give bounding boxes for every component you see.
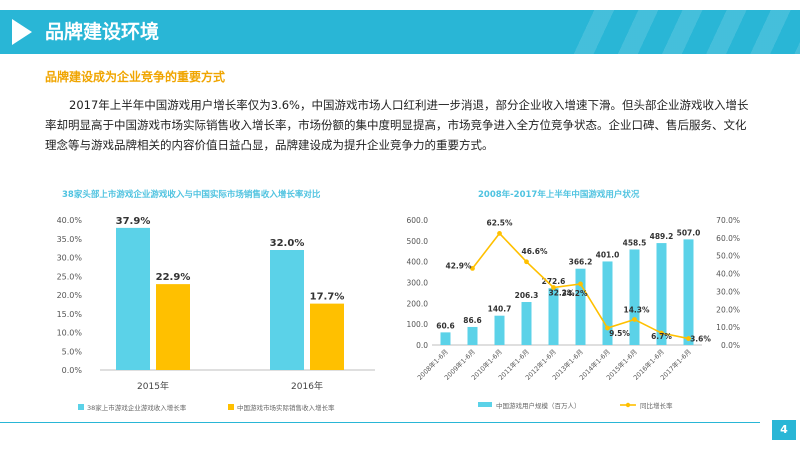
chart2-line-point xyxy=(551,285,556,290)
chart1-bar xyxy=(270,250,304,370)
page-title: 品牌建设环境 xyxy=(45,21,160,43)
footer-line xyxy=(0,422,760,423)
chart2-line-label: 34.2% xyxy=(561,289,588,298)
chart2-line-label: 62.5% xyxy=(486,218,513,227)
chart1-y-tick: 10.0% xyxy=(57,329,83,338)
chart2-bar-label: 206.3 xyxy=(515,291,539,300)
chart2-bar xyxy=(440,332,451,345)
chart2-bar xyxy=(521,302,532,345)
chart1-bar xyxy=(156,284,190,370)
chart2-y-right-tick: 30.0% xyxy=(716,287,740,296)
chart2-bar xyxy=(494,315,505,345)
chart2-line-point xyxy=(578,281,583,287)
chart2-bar xyxy=(602,261,613,345)
chart1-y-tick: 25.0% xyxy=(57,272,83,281)
chart1-bar xyxy=(116,227,150,370)
chevron-right-icon xyxy=(12,19,32,45)
chart2-y-right-tick: 0.0% xyxy=(721,341,740,350)
chart2-y-right-tick: 70.0% xyxy=(716,216,740,225)
chart1-legend-swatch xyxy=(78,404,84,410)
chart2-line-label: 32.2% xyxy=(548,289,575,298)
chart1: 0.0% 5.0% 10.0% 15.0% 20.0% 25.0% 30.0% 35.0% 40… xyxy=(57,216,375,412)
page-number: 4 xyxy=(772,420,796,440)
chart2-bar-label: 458.5 xyxy=(623,238,647,247)
chart1-data-label: 17.7% xyxy=(310,292,345,303)
chart2-bar-label: 401.0 xyxy=(596,250,620,259)
chart2-y-right-tick: 40.0% xyxy=(716,270,740,279)
chart2-bar-label: 60.6 xyxy=(436,321,455,330)
chart2-title: 2008年-2017年上半年中国游戏用户状况 xyxy=(478,190,640,200)
chart2-line-label: 14.3% xyxy=(623,305,650,314)
chart2-legend-label: 同比增长率 xyxy=(640,401,673,410)
chart2-bar-label: 489.2 xyxy=(650,232,674,241)
chart2-y-left-tick: 500.0 xyxy=(407,237,429,246)
chart1-y-tick: 40.0% xyxy=(57,216,83,225)
chart2-line-point xyxy=(659,330,664,336)
chart2-line-label: 46.6% xyxy=(521,247,548,256)
chart2-y-right-tick: 50.0% xyxy=(716,252,740,261)
chart2-y-right-tick: 20.0% xyxy=(716,305,740,314)
chart2-line-point xyxy=(605,325,610,331)
chart1-x-tick: 2016年 xyxy=(291,380,323,392)
chart1-title: 38家头部上市游戏企业游戏收入与中国实际市场销售收入增长率对比 xyxy=(62,190,321,200)
chart2-bar-label: 86.6 xyxy=(463,316,482,325)
section-title: 品牌建设成为企业竞争的重要方式 xyxy=(45,70,226,84)
chart2-bar xyxy=(683,239,694,345)
chart2-legend-swatch-bar xyxy=(478,402,492,407)
chart1-data-label: 37.9% xyxy=(116,216,151,227)
chart2-line-label: 3.6% xyxy=(690,335,711,344)
chart1-data-label: 22.9% xyxy=(156,272,191,283)
chart2-bar xyxy=(629,249,640,345)
chart2-bar xyxy=(656,243,667,345)
chart2: 0.0 100.0 200.0 300.0 400.0 500.0 600.0 0.0% 10.… xyxy=(407,216,740,410)
chart1-y-tick: 0.0% xyxy=(62,366,83,375)
chart1-data-label: 32.0% xyxy=(270,238,305,249)
chart2-bar xyxy=(548,288,559,345)
chart2-line-label: 9.5% xyxy=(609,329,630,338)
chart2-y-left-tick: 100.0 xyxy=(407,320,429,329)
chart1-y-tick: 15.0% xyxy=(57,310,83,319)
chart2-bar-label: 140.7 xyxy=(488,305,512,314)
header-bar: 品牌建设环境 xyxy=(0,10,800,54)
chart2-y-left-tick: 600.0 xyxy=(407,216,429,225)
chart2-y-left-tick: 400.0 xyxy=(407,258,429,267)
chart1-y-tick: 35.0% xyxy=(57,235,83,244)
chart1-legend-swatch xyxy=(228,404,234,410)
chart1-y-tick: 5.0% xyxy=(62,347,83,356)
body-paragraph: 2017年上半年中国游戏用户增长率仅为3.6%，中国游戏市场人口红利进一步消退，… xyxy=(45,98,749,152)
chart2-legend-label: 中国游戏用户规模（百万人） xyxy=(496,401,581,410)
chart2-line-point xyxy=(632,317,637,322)
chart1-y-tick: 30.0% xyxy=(57,254,83,263)
chart2-y-right-tick: 10.0% xyxy=(716,323,740,332)
chart2-line-point xyxy=(524,259,529,265)
chart2-y-left-tick: 200.0 xyxy=(407,299,429,308)
chart2-bar xyxy=(467,326,478,345)
chart1-legend-label: 38家上市游戏企业游戏收入增长率 xyxy=(87,403,187,412)
chart2-bar-label: 272.6 xyxy=(542,277,566,286)
chart2-line-point xyxy=(470,265,475,271)
chart2-y-left-tick: 300.0 xyxy=(407,279,429,288)
chart1-bar xyxy=(310,303,344,370)
chart2-y-left-tick: 0.0 xyxy=(416,341,428,350)
chart1-legend-label: 中国游戏市场实际销售收入增长率 xyxy=(237,403,335,412)
chart2-line-label: 42.9% xyxy=(445,261,472,270)
chart2-bar-label: 366.2 xyxy=(569,258,593,267)
chart2-line-label: 6.7% xyxy=(651,332,672,341)
chart2-y-right-tick: 60.0% xyxy=(716,234,740,243)
chart2-bar-label: 507.0 xyxy=(677,228,701,237)
chart2-bar xyxy=(575,268,586,345)
chart2-line-point xyxy=(686,336,691,341)
chart1-x-tick: 2015年 xyxy=(137,380,169,392)
chart2-line-point xyxy=(497,230,502,236)
chart2-legend-swatch-point xyxy=(625,402,631,408)
chart1-y-tick: 20.0% xyxy=(57,291,83,300)
header-stripes xyxy=(570,10,800,54)
